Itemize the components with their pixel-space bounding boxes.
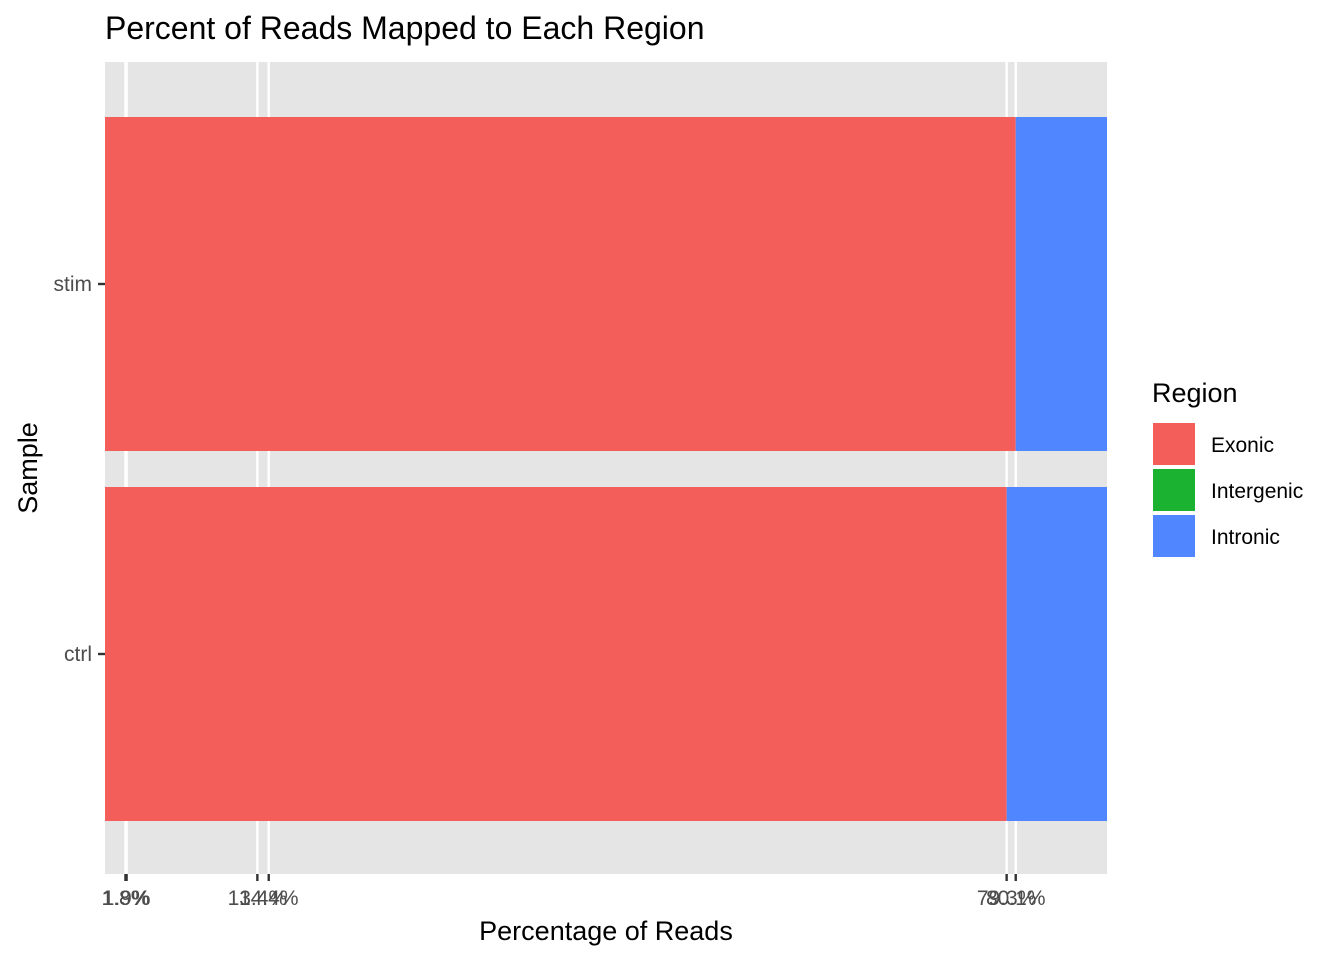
y-tick-label-stim: stim — [54, 273, 93, 296]
legend-key-intergenic — [1151, 467, 1197, 513]
bar-stim-exonic — [105, 117, 1016, 451]
x-tick-label-3: 14.4% — [239, 887, 299, 910]
legend-label-exonic: Exonic — [1211, 434, 1274, 457]
x-axis: 1.8%1.9% 13.4%14.4% 79.3%80.1% — [102, 874, 1046, 910]
x-tick-label-0: 1.8% — [102, 887, 150, 910]
legend-key-exonic — [1151, 421, 1197, 467]
legend-label-intronic: Intronic — [1211, 526, 1280, 549]
legend-entries: Exonic Intergenic Intronic — [1151, 421, 1303, 559]
chart-title: Percent of Reads Mapped to Each Region — [105, 10, 704, 46]
x-tick-label-4: 79.3% — [977, 887, 1037, 910]
legend-key-intronic — [1151, 513, 1197, 559]
x-tick-label-5: 80.1% — [986, 887, 1046, 910]
legend-title: Region — [1152, 378, 1238, 408]
legend-label-intergenic: Intergenic — [1211, 480, 1303, 503]
y-axis-title: Sample — [13, 422, 43, 514]
legend: Region Exonic Intergenic Intronic — [1151, 378, 1303, 559]
y-tick-label-ctrl: ctrl — [64, 643, 92, 666]
bars — [105, 117, 1107, 821]
x-tick-label-1: 1.9% — [103, 887, 151, 910]
y-axis: stim ctrl — [54, 273, 105, 666]
x-tick-label-2: 13.4% — [228, 887, 288, 910]
bar-stim-intronic — [1015, 117, 1107, 451]
x-axis-title: Percentage of Reads — [479, 916, 733, 946]
bar-ctrl-exonic — [105, 487, 1007, 821]
bar-ctrl-intronic — [1006, 487, 1107, 821]
